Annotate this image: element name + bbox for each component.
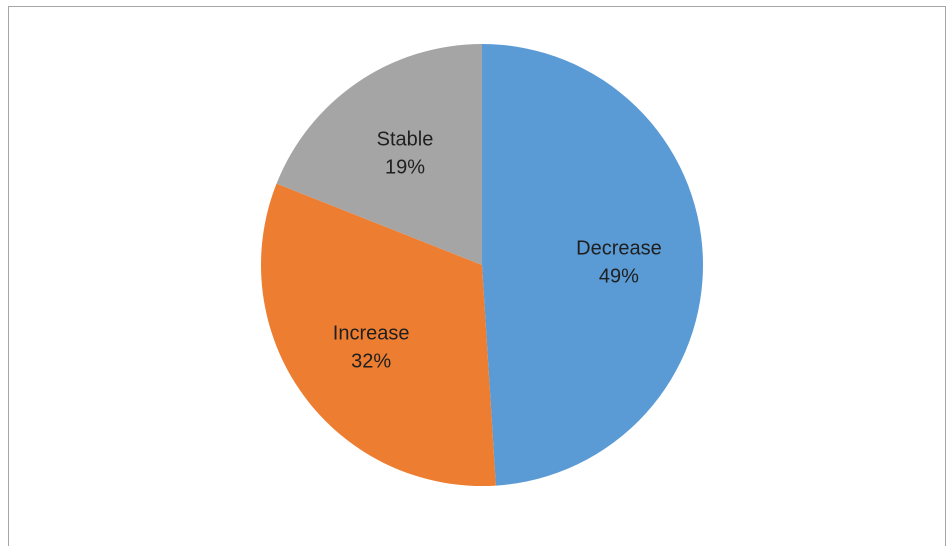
pie-slice-stable [276,44,482,265]
slice-label-stable: Stable [377,129,434,151]
pie-slice-increase [261,183,496,486]
slice-value-increase: 32% [351,351,391,373]
slice-value-decrease: 49% [599,266,639,288]
pie-slices [261,44,704,486]
pie-slice-decrease [482,44,704,486]
slice-label-increase: Increase [333,323,410,345]
slice-value-stable: 19% [385,157,425,179]
slice-label-decrease: Decrease [576,238,662,260]
pie-data-labels: Decrease 49% Increase 32% Stable 19% [333,129,662,373]
